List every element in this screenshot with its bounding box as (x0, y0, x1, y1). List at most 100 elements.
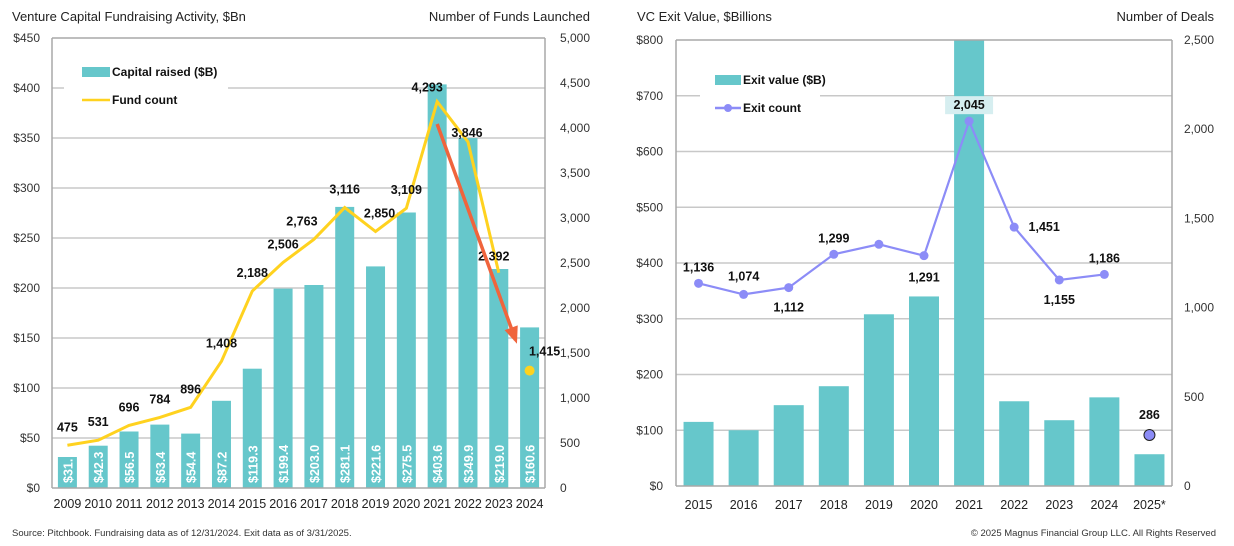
bar-value-label: $63.4 (154, 452, 168, 483)
bar-value-label: $199.4 (277, 445, 291, 483)
line-data-label: 896 (180, 382, 201, 396)
line-data-label: 3,846 (451, 126, 482, 140)
legend-label-bars: Capital raised ($B) (112, 65, 217, 79)
line-data-label: 3,109 (391, 183, 422, 197)
bar-2021 (427, 84, 447, 489)
line-data-label: 2,850 (364, 207, 395, 221)
x-axis-tick-label: 2011 (116, 497, 143, 511)
x-axis-tick-label: 2015 (238, 497, 266, 511)
left-axis-tick-label: $450 (13, 31, 40, 45)
x-axis-tick-label: 2020 (392, 497, 420, 511)
x-axis-tick-label: 2016 (269, 497, 297, 511)
left-axis-tick-label: $700 (636, 89, 663, 103)
bar-2013 (181, 433, 201, 488)
left-chart-title: Venture Capital Fundraising Activity, $B… (12, 9, 246, 24)
left-axis-tick-label: $250 (13, 231, 40, 245)
x-axis-tick-label: 2012 (146, 497, 174, 511)
right-axis-tick-label: 0 (560, 481, 567, 495)
bar-2010 (88, 445, 108, 488)
x-axis-tick-label: 2014 (208, 497, 236, 511)
x-axis-tick-label: 2018 (331, 497, 359, 511)
bar-2015 (683, 421, 714, 486)
x-axis-tick-label: 2024 (1090, 498, 1118, 512)
legend-label-bars: Exit value ($B) (743, 73, 826, 87)
x-axis-tick-label: 2023 (485, 497, 513, 511)
legend-label-line: Exit count (743, 101, 801, 115)
left-axis-tick-label: $300 (13, 181, 40, 195)
right-axis-tick-label: 3,500 (560, 166, 590, 180)
bar-value-label: $54.4 (185, 452, 199, 483)
left-axis-tick-label: $400 (13, 81, 40, 95)
bar-2016 (273, 288, 293, 488)
line-data-label: 1,408 (206, 336, 237, 350)
trend-arrow-shaft (435, 123, 518, 341)
legend-bar-swatch (82, 67, 110, 77)
right-axis-tick-label: 2,500 (1184, 33, 1214, 47)
exit-count-marker (694, 278, 704, 288)
x-axis-tick-label: 2020 (910, 498, 938, 512)
right-axis-tick-label: 2,000 (1184, 122, 1214, 136)
copyright-note: © 2025 Magnus Financial Group LLC. All R… (971, 528, 1216, 539)
trend-arrow-head (504, 325, 518, 344)
bar-value-label: $119.3 (246, 445, 260, 483)
bar-2018 (818, 386, 849, 486)
right-axis-tick-label: 0 (1184, 479, 1191, 493)
right-axis-tick-label: 1,000 (1184, 301, 1214, 315)
right-axis-tick-label: 1,500 (560, 346, 590, 360)
fund-count-line (67, 98, 501, 447)
line-data-label: 1,451 (1029, 220, 1060, 234)
exit-count-marker (1009, 222, 1019, 232)
legend-marker-swatch (724, 104, 732, 112)
bar-2012 (150, 424, 170, 488)
right-chart-right-axis-title: Number of Deals (1116, 9, 1214, 24)
exit-count-marker (784, 283, 794, 293)
bar-value-label: $87.2 (215, 452, 229, 483)
line-data-label: 475 (57, 420, 78, 434)
bar-2024 (1089, 397, 1120, 486)
right-axis-tick-label: 1,500 (1184, 211, 1214, 225)
line-data-label: 531 (88, 415, 109, 429)
x-axis-tick-label: 2009 (54, 497, 82, 511)
exit-count-marker (1054, 275, 1064, 285)
right-axis-tick-label: 3,000 (560, 211, 590, 225)
bar-2014 (211, 400, 231, 488)
x-axis-tick-label: 2019 (865, 498, 893, 512)
bar-2020 (396, 212, 416, 488)
exit-count-marker (919, 251, 929, 261)
x-axis-tick-label: 2018 (820, 498, 848, 512)
bar-value-label: $281.1 (339, 445, 353, 483)
right-axis-tick-label: 1,000 (560, 391, 590, 405)
x-axis-tick-label: 2017 (300, 497, 328, 511)
exit-count-marker (964, 116, 974, 126)
left-axis-tick-label: $200 (636, 368, 663, 382)
bar-2024 (520, 327, 540, 488)
x-axis-tick-label: 2022 (1000, 498, 1028, 512)
right-axis-tick-label: 500 (1184, 390, 1204, 404)
line-data-label: 1,186 (1089, 251, 1120, 265)
left-axis-tick-label: $0 (27, 481, 41, 495)
bar-2020 (909, 296, 939, 486)
exit-count-marker (829, 249, 839, 259)
bar-2023 (1044, 420, 1075, 486)
line-data-label: 784 (149, 392, 170, 406)
left-axis-tick-label: $100 (636, 423, 663, 437)
x-axis-tick-label: 2024 (516, 497, 544, 511)
right-chart-title: VC Exit Value, $Billions (637, 9, 772, 24)
exit-count-line (698, 118, 1105, 296)
left-axis-tick-label: $350 (13, 131, 40, 145)
bar-2017 (773, 405, 804, 486)
line-data-label: 3,116 (329, 183, 360, 197)
bar-value-label: $31. (61, 459, 75, 483)
left-axis-tick-label: $100 (13, 381, 40, 395)
line-data-label: 1,299 (818, 231, 849, 245)
left-chart-right-axis-title: Number of Funds Launched (429, 9, 590, 24)
bar-value-label: $160.6 (524, 445, 538, 483)
x-axis-tick-label: 2023 (1045, 498, 1073, 512)
exit-count-marker (739, 289, 749, 299)
x-axis-tick-label: 2010 (84, 497, 112, 511)
bar-2021 (954, 40, 985, 486)
bar-2019 (366, 266, 386, 488)
left-axis-tick-label: $800 (636, 33, 663, 47)
right-axis-tick-label: 500 (560, 436, 580, 450)
